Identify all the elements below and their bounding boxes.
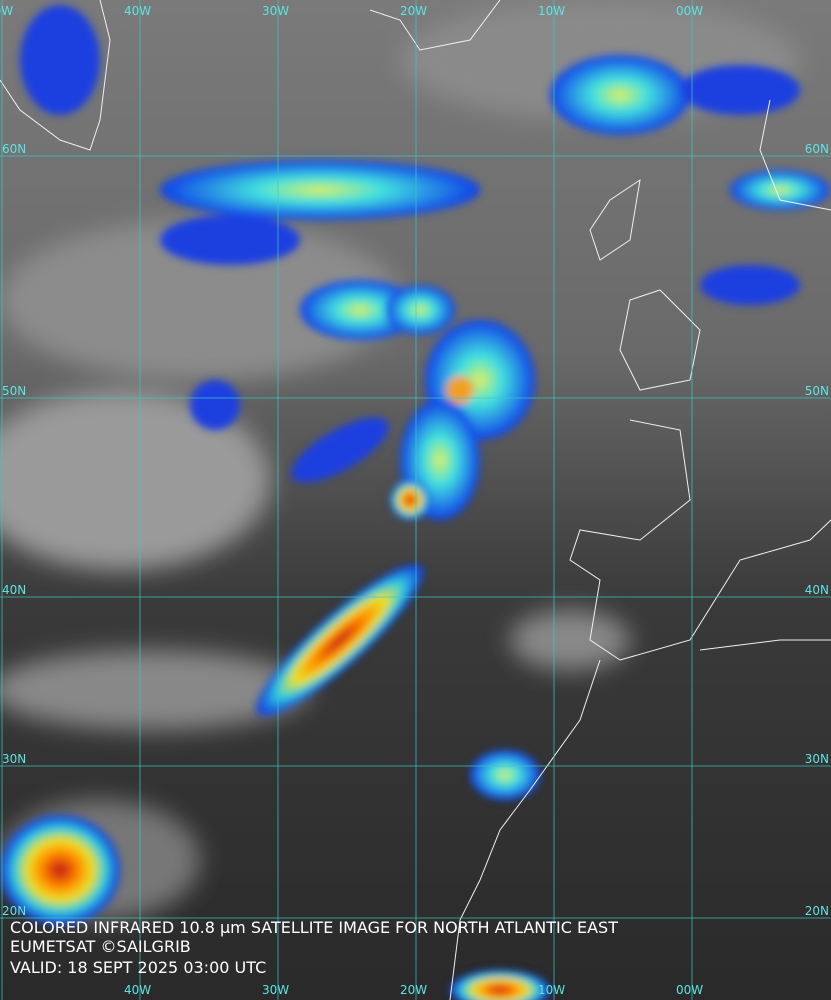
bottom-longitude-label: 30W: [262, 983, 289, 997]
left-latitude-label: 20N: [2, 904, 26, 918]
right-latitude-label: 50N: [805, 384, 829, 398]
left-latitude-label: 50N: [2, 384, 26, 398]
right-latitude-label: 20N: [805, 904, 829, 918]
left-latitude-label: 40N: [2, 583, 26, 597]
caption-credit: EUMETSAT ©SAILGRIB: [10, 937, 191, 956]
top-longitude-label: 00W: [676, 4, 703, 18]
bottom-longitude-label: 10W: [538, 983, 565, 997]
top-longitude-label: 40W: [124, 4, 151, 18]
cold-cloud-tops: [0, 5, 830, 1000]
caption-title: COLORED INFRARED 10.8 µm SATELLITE IMAGE…: [10, 918, 618, 937]
left-latitude-label: 60N: [2, 142, 26, 156]
bottom-longitude-label: 40W: [124, 983, 151, 997]
caption-valid: VALID: 18 SEPT 2025 03:00 UTC: [10, 958, 266, 977]
left-latitude-label: 30N: [2, 752, 26, 766]
top-longitude-label: 10W: [538, 4, 565, 18]
bottom-longitude-label: 20W: [400, 983, 427, 997]
right-latitude-label: 40N: [805, 583, 829, 597]
top-longitude-label: 50W: [0, 4, 13, 18]
right-latitude-label: 60N: [805, 142, 829, 156]
top-longitude-label: 20W: [400, 4, 427, 18]
bottom-longitude-label: 00W: [676, 983, 703, 997]
top-longitude-label: 30W: [262, 4, 289, 18]
right-latitude-label: 30N: [805, 752, 829, 766]
